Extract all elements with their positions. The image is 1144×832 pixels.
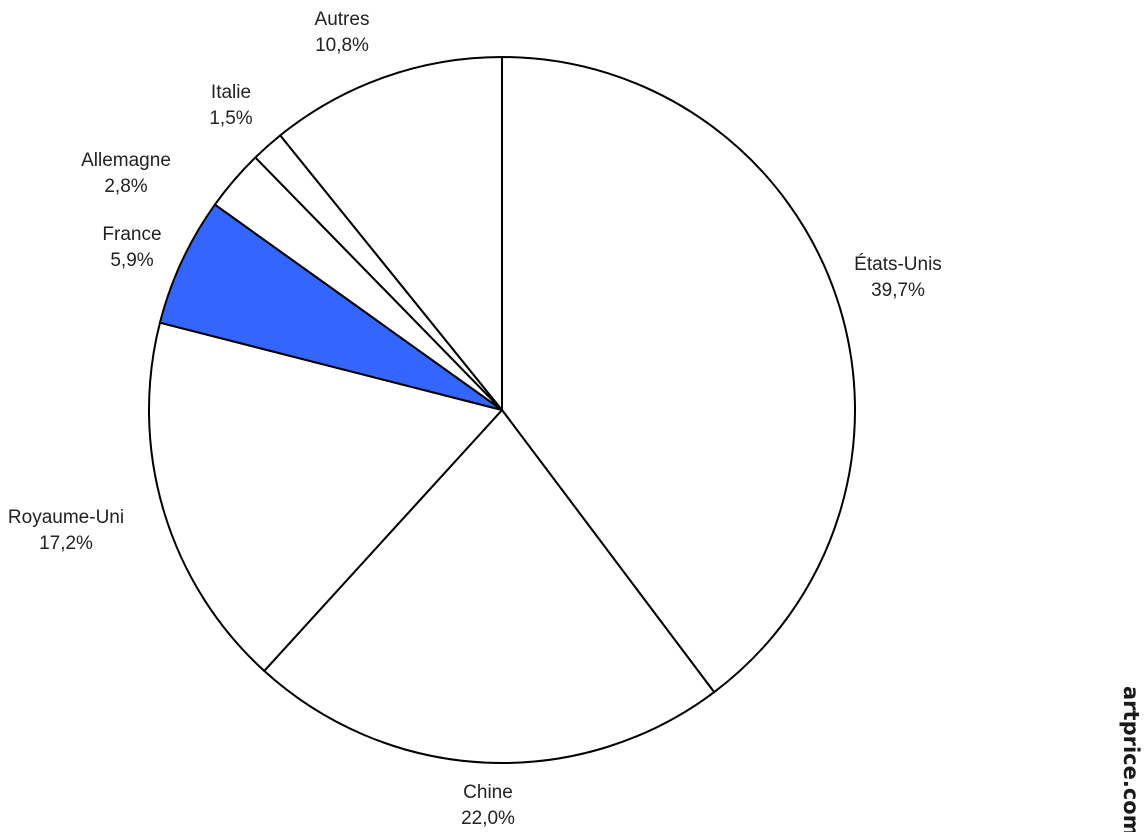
- slice-value-allemagne: 2,8%: [104, 176, 147, 197]
- slice-label-etats-unis: États-Unis: [854, 254, 942, 275]
- slice-value-autres: 10,8%: [315, 35, 369, 56]
- slice-value-chine: 22,0%: [461, 808, 515, 829]
- slice-value-italie: 1,5%: [209, 108, 252, 129]
- slice-value-etats-unis: 39,7%: [871, 280, 925, 301]
- slice-label-france: France: [102, 224, 161, 245]
- pie-slice-royaume-uni: [148, 321, 503, 672]
- pie-labels: États-Unis 39,7% Chine 22,0% Royaume-Uni 17,2…: [8, 9, 942, 829]
- artprice-watermark: artprice.com: [1119, 686, 1143, 832]
- slice-value-royaume-uni: 17,2%: [39, 533, 93, 554]
- pie-slice-chine: [263, 409, 716, 764]
- slice-label-allemagne: Allemagne: [81, 150, 171, 171]
- pie-slice-etats-unis: [501, 56, 856, 694]
- slice-value-france: 5,9%: [110, 250, 153, 271]
- pie-slices: [148, 56, 856, 764]
- slice-label-royaume-uni: Royaume-Uni: [8, 507, 124, 528]
- slice-label-italie: Italie: [211, 82, 251, 103]
- slice-label-autres: Autres: [315, 9, 370, 30]
- pie-slice-france: [158, 203, 503, 411]
- slice-label-chine: Chine: [463, 782, 513, 803]
- pie-slice-autres: [279, 56, 503, 411]
